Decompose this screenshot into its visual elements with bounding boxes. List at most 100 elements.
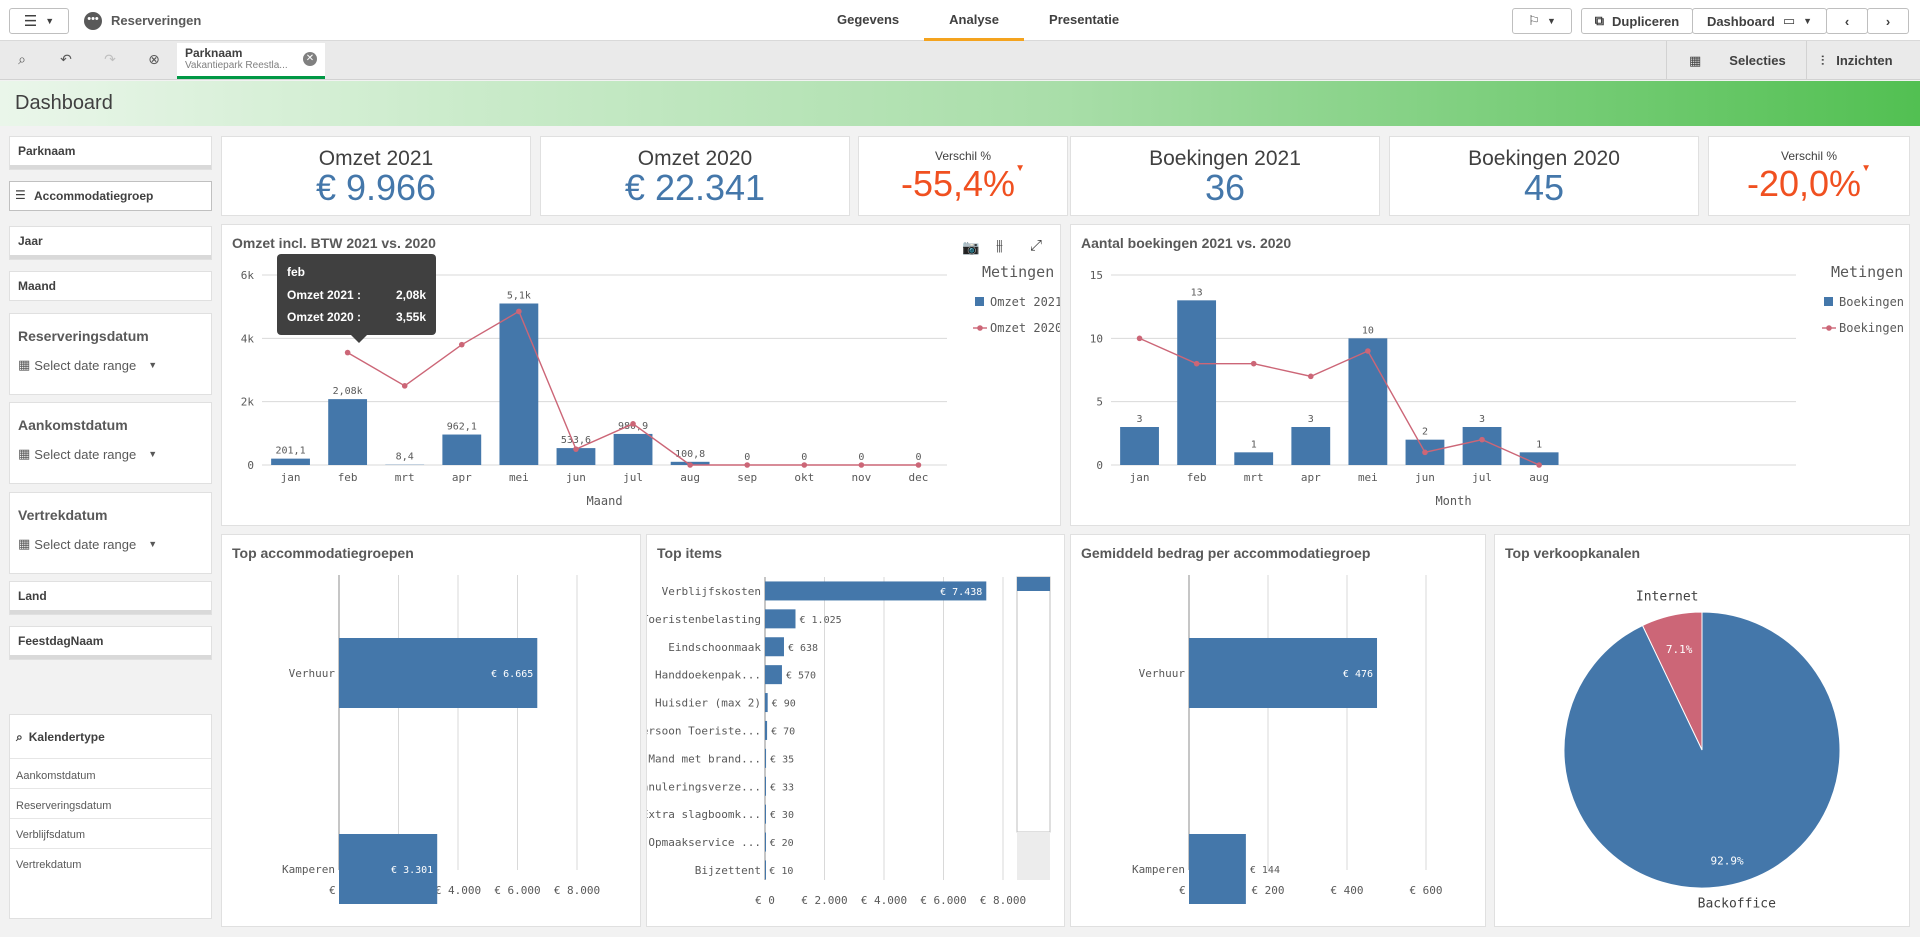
x-tick-label: € 600 <box>1409 884 1442 897</box>
duplicate-button[interactable]: ⧉ Dupliceren <box>1581 8 1693 34</box>
scrollbar-thumb <box>1017 577 1050 591</box>
kpi-boekingen-2020[interactable]: Boekingen 2020 45 <box>1389 136 1699 216</box>
selection-chip-parknaam[interactable]: Parknaam Vakantiepark Reestla... ✕ <box>177 43 325 79</box>
sheet-title-banner: Dashboard <box>0 81 1920 126</box>
close-icon[interactable]: ✕ <box>303 52 317 66</box>
x-axis-title: Month <box>1435 494 1471 508</box>
bookmark-button[interactable]: ⚐ ▼ <box>1512 8 1572 34</box>
kpi-title: Omzet 2020 <box>637 147 753 170</box>
list-item[interactable]: Vertrekdatum <box>16 859 82 871</box>
selection-bar <box>10 165 211 169</box>
date-range-picker[interactable]: ▦ Select date range ▼ <box>18 446 157 462</box>
y-tick-label: 0 <box>247 459 254 472</box>
kpi-verschil-omzet[interactable]: Verschil % -55,4%▼ <box>858 136 1068 216</box>
chevron-left-icon: ‹ <box>1844 13 1850 29</box>
line-point <box>573 446 579 452</box>
data-label: 2 <box>1422 427 1428 438</box>
kpi-verschil-boekingen[interactable]: Verschil % -20,0%▼ <box>1708 136 1910 216</box>
list-item[interactable]: Verblijfsdatum <box>16 829 86 841</box>
data-label: € 10 <box>769 866 793 877</box>
filter-feestdagnaam[interactable]: FeestdagNaam <box>9 626 212 660</box>
scrollbar <box>1016 576 1051 833</box>
x-tick-label: jun <box>1415 471 1435 484</box>
selections-icon: ▦ <box>1689 52 1702 68</box>
chart-title: Omzet incl. BTW 2021 vs. 2020 <box>232 235 436 251</box>
next-sheet-button[interactable]: › <box>1867 8 1909 34</box>
tab-presentatie[interactable]: Presentatie <box>1049 12 1120 27</box>
line-point <box>630 421 636 427</box>
filter-reserveringsdatum[interactable]: Reserveringsdatum ▦ Select date range ▼ <box>9 313 212 395</box>
date-range-picker[interactable]: ▦ Select date range ▼ <box>18 536 157 552</box>
category-label: Verblijfskosten <box>662 585 761 598</box>
filter-accommodatiegroep[interactable]: Accommodatiegroep ☰ <box>9 181 212 211</box>
chart-top-items[interactable]: Top items € 0 € 2.000 € 4.000 € 6.000 € 8.00… <box>646 534 1065 927</box>
previous-sheet-button[interactable]: ‹ <box>1826 8 1868 34</box>
tooltip-label: Omzet 2020 : <box>287 310 362 324</box>
insights-button[interactable]: ⫶ Inzichten <box>1806 41 1920 80</box>
bar <box>328 399 368 465</box>
date-range-picker[interactable]: ▦ Select date range ▼ <box>18 357 157 373</box>
search-icon: ⌕ <box>16 730 23 744</box>
line-point <box>1250 360 1257 367</box>
slice-name-label: Backoffice <box>1698 896 1776 911</box>
filter-jaar[interactable]: Jaar <box>9 226 212 260</box>
data-label: 3 <box>1479 414 1485 425</box>
step-back-icon[interactable]: ↶ <box>60 51 72 67</box>
category-label: Kamperen <box>282 863 335 876</box>
list-item[interactable]: Aankomstdatum <box>16 770 96 782</box>
chart-boekingen[interactable]: Aantal boekingen 2021 vs. 2020 0 5 10 15 3 ja… <box>1070 224 1910 526</box>
top-toolbar: ☰ ▼ ••• Reserveringen Gegevens Analyse Pr… <box>0 0 1920 41</box>
clear-all-icon[interactable]: ⊗ <box>148 51 160 67</box>
legend-swatch <box>1824 297 1833 306</box>
chart-top-verkoopkanalen[interactable]: Top verkoopkanalen 7.1% Internet 92.9% Back… <box>1494 534 1910 927</box>
adjust-icon[interactable]: ⫵ <box>996 237 1003 254</box>
app-icon: ••• <box>84 12 102 30</box>
sheet-menu-button[interactable]: Dashboard ▭ ▼ <box>1692 8 1827 34</box>
data-label: 962,1 <box>447 422 477 433</box>
filter-land[interactable]: Land <box>9 581 212 615</box>
expand-icon[interactable]: ⤢ <box>1030 237 1043 254</box>
chart-top-accommodatiegroepen[interactable]: Top accommodatiegroepen € 0€ 2.000€ 4.00… <box>221 534 641 927</box>
smart-search-icon[interactable]: ⌕ <box>18 51 26 67</box>
x-tick-label: € 6.000 <box>920 894 966 907</box>
y-tick-label: 10 <box>1090 332 1103 345</box>
data-label: € 3.301 <box>391 865 433 876</box>
filter-parknaam[interactable]: Parknaam <box>9 136 212 170</box>
y-tick-label: 6k <box>241 269 255 282</box>
triangle-down-icon: ▼ <box>1015 163 1025 174</box>
category-label: Verhuur <box>1139 667 1186 680</box>
y-tick-label: 4k <box>241 332 255 345</box>
camera-icon[interactable]: 📷 <box>962 239 980 255</box>
filter-vertrekdatum[interactable]: Vertrekdatum ▦ Select date range ▼ <box>9 492 212 574</box>
filter-label: Accommodatiegroep <box>34 189 154 203</box>
kpi-omzet-2021[interactable]: Omzet 2021 € 9.966 <box>221 136 531 216</box>
step-forward-icon[interactable]: ↷ <box>104 51 116 67</box>
x-tick-label: dec <box>909 471 929 484</box>
x-tick-label: € 8.000 <box>554 884 600 897</box>
list-item[interactable]: Reserveringsdatum <box>16 800 112 812</box>
line-point <box>1307 373 1314 380</box>
kpi-omzet-2020[interactable]: Omzet 2020 € 22.341 <box>540 136 850 216</box>
line-point <box>1479 436 1485 443</box>
filter-maand[interactable]: Maand <box>9 271 212 301</box>
bar <box>765 832 766 852</box>
data-label: € 476 <box>1343 669 1373 680</box>
kpi-boekingen-2021[interactable]: Boekingen 2021 36 <box>1070 136 1380 216</box>
hbar-chart: € 0€ 2.000€ 4.000€ 6.000€ 8.000Verhuur€ … <box>282 575 600 904</box>
calendar-icon: ▦ <box>18 357 31 372</box>
y-tick-label: 15 <box>1090 269 1103 282</box>
tab-analyse[interactable]: Analyse <box>924 0 1025 41</box>
filter-aankomstdatum[interactable]: Aankomstdatum ▦ Select date range ▼ <box>9 402 212 484</box>
calendar-type-header[interactable]: ⌕ Kalendertype <box>16 730 105 745</box>
chart-title: Gemiddeld bedrag per accommodatiegroep <box>1081 545 1371 561</box>
kpi-title: Omzet 2021 <box>318 147 434 170</box>
line-point <box>801 462 808 468</box>
bar <box>271 458 310 465</box>
navigation-menu-button[interactable]: ☰ ▼ <box>9 8 69 34</box>
chart-gemiddeld-bedrag[interactable]: Gemiddeld bedrag per accommodatiegroep €… <box>1070 534 1486 927</box>
tab-gegevens[interactable]: Gegevens <box>837 12 900 27</box>
selections-button[interactable]: ▦ Selecties <box>1666 41 1806 80</box>
bar <box>613 433 653 465</box>
data-label: € 90 <box>772 699 796 710</box>
monitor-icon: ▭ <box>1782 13 1796 28</box>
